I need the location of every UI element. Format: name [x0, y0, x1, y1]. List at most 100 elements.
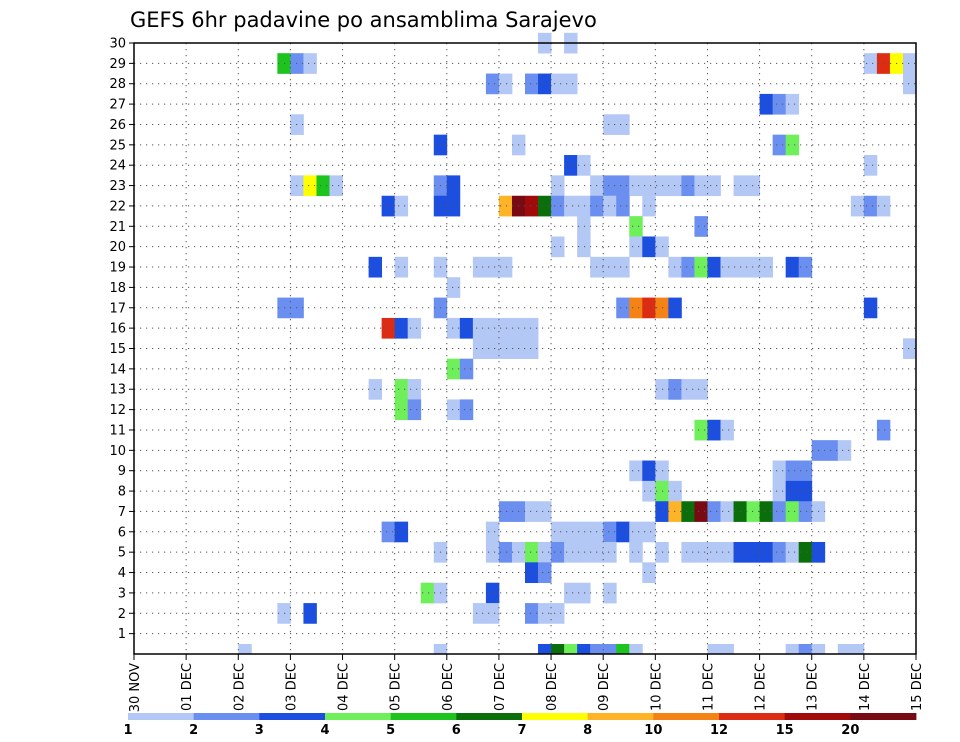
heatmap-cell — [577, 582, 591, 604]
heatmap-cell — [485, 541, 500, 563]
heatmap-cell — [577, 195, 591, 217]
heatmap-cell — [603, 541, 617, 563]
colorbar-label: 2 — [189, 723, 198, 738]
heatmap-cell — [694, 541, 708, 563]
heatmap-cell — [902, 338, 917, 359]
heatmap-cell — [498, 256, 513, 278]
heatmap-cell — [694, 175, 708, 197]
chart-title: GEFS 6hr padavine po ansamblima Sarajevo — [130, 8, 597, 32]
heatmap-cell — [642, 236, 656, 258]
y-tick-label: 14 — [109, 362, 126, 377]
heatmap-cell — [642, 175, 656, 197]
heatmap-cell — [798, 644, 813, 655]
heatmap-cell — [616, 256, 630, 278]
heatmap-cells — [238, 32, 917, 655]
heatmap-cell — [746, 501, 760, 522]
heatmap-cell — [863, 297, 878, 319]
heatmap-cell — [551, 644, 565, 655]
heatmap-cell — [577, 541, 591, 563]
heatmap-cell — [238, 644, 252, 655]
heatmap-cell — [616, 644, 630, 655]
y-tick-label: 28 — [109, 77, 126, 92]
heatmap-cell — [603, 114, 617, 135]
heatmap-cell — [811, 644, 826, 655]
colorbar-label: 8 — [583, 723, 592, 738]
colorbar-label: 6 — [452, 723, 461, 738]
heatmap-cell — [394, 521, 409, 543]
x-tick-label: 11 DEC — [701, 663, 716, 711]
colorbar-swatch — [653, 713, 720, 720]
y-tick-label: 21 — [109, 220, 126, 235]
colorbar-label: 7 — [517, 723, 526, 738]
heatmap-cell — [642, 195, 656, 217]
heatmap-cell — [538, 541, 552, 563]
heatmap-cell — [837, 644, 852, 655]
heatmap-cell — [616, 521, 630, 543]
heatmap-cell — [381, 317, 396, 339]
x-tick-label: 01 DEC — [180, 663, 195, 711]
heatmap-cell — [681, 501, 695, 522]
heatmap-cell — [629, 541, 643, 563]
heatmap-cell — [564, 73, 578, 95]
heatmap-cell — [720, 644, 734, 655]
heatmap-cell — [564, 195, 578, 217]
heatmap-cell — [772, 134, 787, 156]
heatmap-cell — [472, 338, 487, 359]
heatmap-cell — [564, 541, 578, 563]
heatmap-cell — [525, 317, 539, 339]
colorbar-swatch — [522, 713, 589, 720]
heatmap-cell — [577, 644, 591, 655]
heatmap-cell — [485, 317, 500, 339]
heatmap-cell — [525, 501, 539, 522]
y-tick-label: 22 — [109, 199, 126, 214]
colorbar-label: 12 — [710, 723, 728, 738]
heatmap-cell — [772, 541, 787, 563]
colorbar-swatch — [193, 713, 260, 720]
heatmap-cell — [785, 480, 800, 502]
heatmap-cell — [707, 419, 721, 441]
heatmap-cell — [551, 603, 565, 624]
y-tick-label: 30 — [109, 37, 126, 52]
heatmap-cell — [785, 256, 800, 278]
heatmap-cell — [629, 297, 643, 319]
heatmap-cell — [433, 644, 448, 655]
heatmap-cell — [785, 644, 800, 655]
x-tick-label: 04 DEC — [337, 663, 352, 711]
heatmap-cell — [459, 399, 474, 421]
heatmap-cell — [902, 53, 917, 74]
heatmap-cell — [707, 175, 721, 197]
heatmap-cell — [603, 582, 617, 604]
heatmap-cell — [759, 93, 774, 115]
heatmap-cell — [616, 195, 630, 217]
y-tick-label: 9 — [118, 464, 126, 479]
heatmap-cell — [525, 195, 539, 217]
heatmap-cell — [538, 501, 552, 522]
heatmap-cell — [446, 175, 461, 197]
colorbar-swatch — [719, 713, 786, 720]
heatmap-cell — [785, 501, 800, 522]
heatmap-cell — [707, 256, 721, 278]
heatmap-cell — [746, 541, 760, 563]
heatmap-cell — [564, 644, 578, 655]
heatmap-cell — [407, 317, 422, 339]
heatmap-cell — [772, 93, 787, 115]
heatmap-cell — [746, 256, 760, 278]
colorbar-swatch — [850, 713, 917, 720]
heatmap-cell — [525, 541, 539, 563]
heatmap-cell — [472, 317, 487, 339]
heatmap-cell — [772, 501, 787, 522]
heatmap-cell — [446, 358, 461, 380]
y-tick-label: 26 — [109, 118, 126, 133]
colorbar-swatch — [390, 713, 457, 720]
heatmap-cell — [694, 379, 708, 400]
heatmap-cell — [759, 501, 774, 522]
heatmap-cell — [772, 460, 787, 482]
heatmap-cell — [420, 582, 435, 604]
heatmap-cell — [785, 460, 800, 482]
heatmap-cell — [850, 195, 865, 217]
y-axis: 1234567891011121314151617181920212223242… — [109, 37, 134, 642]
y-tick-label: 25 — [109, 138, 126, 153]
heatmap-cell — [472, 603, 487, 624]
colorbar-label: 4 — [320, 723, 329, 738]
